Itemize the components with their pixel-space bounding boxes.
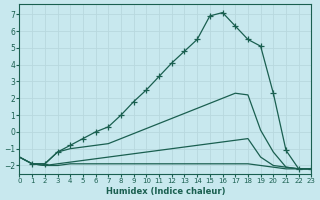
X-axis label: Humidex (Indice chaleur): Humidex (Indice chaleur) — [106, 187, 225, 196]
